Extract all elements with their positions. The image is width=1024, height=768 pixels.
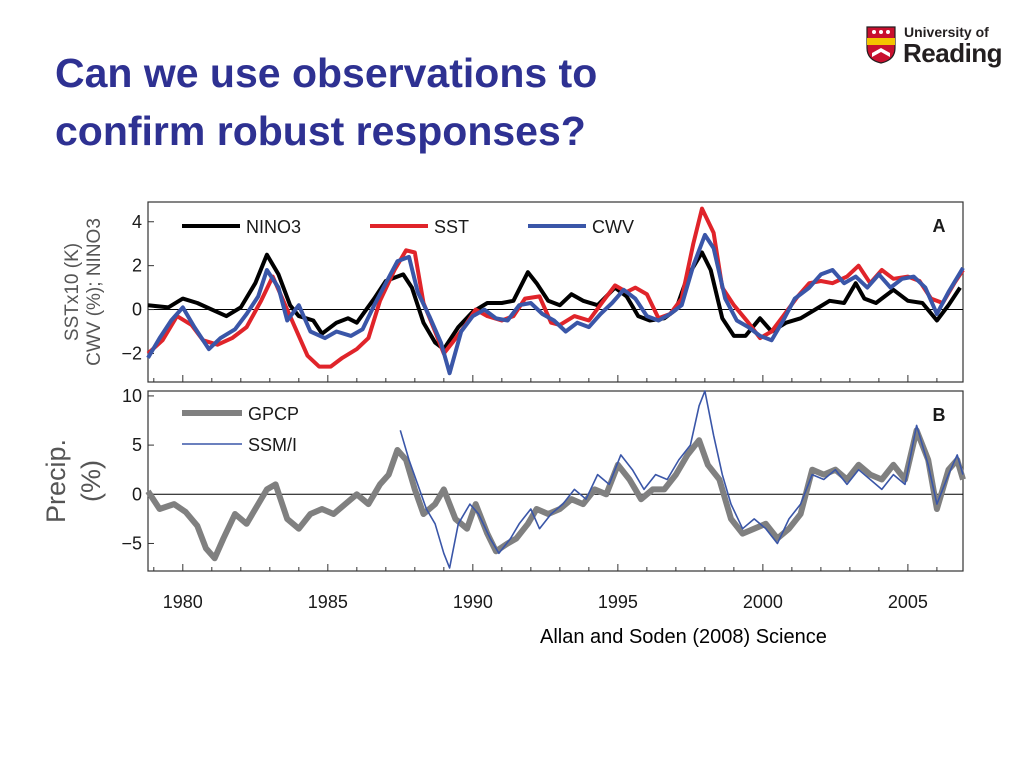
y-tick-label: 4 xyxy=(132,212,142,232)
x-tick-label: 1995 xyxy=(598,592,638,612)
y-tick-label: 0 xyxy=(132,484,142,504)
y-axis-label: SSTx10 (K) xyxy=(62,243,83,341)
x-tick-label: 1985 xyxy=(308,592,348,612)
panel-label: A xyxy=(933,216,946,236)
x-tick-label: 1990 xyxy=(453,592,493,612)
y-tick-label: 2 xyxy=(132,256,142,276)
legend-label: CWV xyxy=(592,217,634,237)
legend-label: SST xyxy=(434,217,469,237)
university-crest-icon xyxy=(866,26,896,64)
series-line-cwv xyxy=(146,232,965,376)
chart-panel-a: −2 0 2 4 NINO3 SST CWV A SSTx10 (K) CWV (%); NINO… xyxy=(62,201,965,383)
y-tick-label: 10 xyxy=(122,386,142,406)
series-line-ssmi xyxy=(399,390,964,569)
legend-label: GPCP xyxy=(248,404,299,424)
y-tick-label: 5 xyxy=(132,435,142,455)
x-tick-label: 2005 xyxy=(888,592,928,612)
y-tick-label: −5 xyxy=(121,533,142,553)
slide-title-line-2: confirm robust responses? xyxy=(55,108,586,154)
citation: Allan and Soden (2008) Science xyxy=(540,626,827,648)
series-line-gpcp xyxy=(145,427,966,562)
panel-label: B xyxy=(933,405,946,425)
y-axis-label: CWV (%); NINO3 xyxy=(84,218,105,366)
y-tick-label: 0 xyxy=(132,300,142,320)
legend-label: SSM/I xyxy=(248,435,297,455)
university-logo: University of Reading xyxy=(866,22,1006,72)
y-axis-label: (%) xyxy=(76,460,106,502)
chart-panel-b: −5 0 5 10 1980 1985 1990 1995 2000 2005 GPCP SSM/I B… xyxy=(41,386,966,612)
logo-text-line-1: University of xyxy=(904,24,989,40)
legend-label: NINO3 xyxy=(246,217,301,237)
x-tick-label: 1980 xyxy=(163,592,203,612)
y-tick-label: −2 xyxy=(121,343,142,363)
slide-title: Can we use observations to confirm robus… xyxy=(55,44,755,160)
slide-title-line-1: Can we use observations to xyxy=(55,50,598,96)
logo-text-line-2: Reading xyxy=(903,38,1003,68)
plot-frame xyxy=(147,390,964,572)
x-tick-label: 2000 xyxy=(743,592,783,612)
y-axis-label: Precip. xyxy=(41,439,71,523)
